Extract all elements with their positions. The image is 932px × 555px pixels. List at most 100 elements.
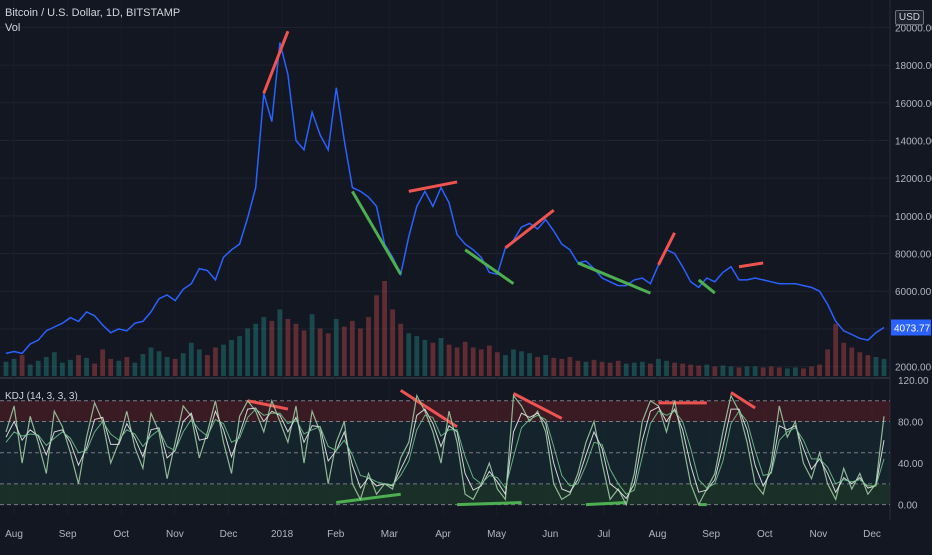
- x-tick-label: 2018: [271, 529, 294, 540]
- volume-bar: [752, 366, 758, 376]
- kdj-resistance-line: [730, 391, 756, 410]
- volume-bar: [511, 349, 516, 376]
- volume-bar: [221, 344, 226, 376]
- volume-bar: [559, 358, 565, 376]
- x-tick-label: Sep: [59, 529, 77, 540]
- volume-bar: [43, 357, 49, 376]
- x-tick-label: Nov: [809, 529, 827, 540]
- kdj-series: [5, 393, 885, 507]
- volume-bar: [776, 367, 782, 376]
- volume-bar: [857, 352, 863, 376]
- volume-bar: [374, 295, 379, 376]
- volume-bar: [124, 357, 130, 376]
- volume-bar: [591, 359, 597, 376]
- volume-bar: [575, 360, 581, 376]
- volume-bar: [744, 366, 750, 376]
- volume-bar: [140, 354, 146, 376]
- x-tick-label: Dec: [863, 529, 881, 540]
- volume-bar: [801, 368, 806, 376]
- price-resistance-line: [504, 209, 555, 250]
- kdj-overbought-band: [0, 400, 890, 422]
- volume-bar: [349, 320, 355, 376]
- price-y-tick-label: 14000.00: [895, 136, 932, 147]
- volume-bar: [696, 365, 702, 376]
- volume-bar: [768, 366, 774, 376]
- volume-bar: [11, 358, 17, 376]
- volume-bar: [333, 319, 339, 376]
- volume-bar: [358, 328, 363, 376]
- price-resistance-line: [738, 261, 764, 269]
- volume-bar: [84, 357, 89, 376]
- kdj-line-d: [5, 408, 885, 495]
- volume-bar: [551, 357, 557, 376]
- volume-bar: [382, 281, 387, 376]
- volume-bar: [261, 317, 267, 376]
- axes: 2000.004000.006000.008000.0010000.001200…: [5, 23, 932, 540]
- volume-bar: [317, 328, 323, 376]
- volume-bar: [406, 333, 412, 376]
- volume-bar: [301, 330, 307, 376]
- kdj-oversold-band: [0, 483, 890, 505]
- volume-bar: [27, 364, 33, 376]
- volume-bar: [213, 347, 218, 376]
- volume-bar: [366, 317, 371, 376]
- volume-bar: [825, 349, 831, 376]
- volume-bar: [390, 309, 396, 376]
- indicator-label: KDJ (14, 3, 3, 3): [5, 391, 78, 402]
- x-tick-label: Nov: [166, 529, 184, 540]
- price-y-tick-label: 8000.00: [895, 250, 932, 261]
- volume-bar: [849, 347, 855, 376]
- volume-bar: [567, 357, 573, 376]
- x-tick-label: Jun: [542, 529, 558, 540]
- volume-bar: [293, 323, 299, 376]
- volume-bar: [237, 336, 242, 376]
- volume-bar: [325, 333, 331, 376]
- volume-bar: [672, 362, 677, 376]
- volume-bar: [615, 360, 621, 376]
- volume-bar: [817, 364, 822, 376]
- volume-bar: [116, 360, 122, 376]
- volume-bar: [873, 357, 879, 376]
- x-tick-label: May: [487, 529, 506, 540]
- kdj-resistance-line: [512, 392, 563, 420]
- volume-bar: [253, 323, 259, 376]
- volume-bar: [712, 366, 718, 376]
- volume-bar: [59, 362, 65, 376]
- volume-bar: [51, 352, 57, 376]
- volume-bar: [583, 361, 589, 376]
- volume-bar: [277, 309, 283, 376]
- volume-bar: [462, 341, 468, 376]
- kdj-support-line: [336, 492, 401, 505]
- volume-bar: [535, 357, 541, 376]
- volume-bar: [3, 361, 9, 376]
- volume-bar: [19, 355, 25, 376]
- volume-bar: [639, 361, 645, 376]
- volume-bar: [245, 328, 251, 376]
- kdj-support-line: [457, 501, 522, 507]
- volume-bar: [164, 357, 170, 376]
- price-y-tick-label: 2000.00: [895, 363, 932, 374]
- last-price-label: 4073.77: [894, 324, 931, 335]
- currency-badge[interactable]: USD: [894, 10, 924, 25]
- kdj-resistance-line: [247, 399, 289, 411]
- symbol-title: Bitcoin / U.S. Dollar, 1D, BITSTAMP: [5, 7, 181, 19]
- volume-bar: [196, 349, 202, 376]
- x-tick-label: Jul: [597, 529, 610, 540]
- volume-bar: [519, 351, 524, 376]
- x-tick-label: Oct: [113, 529, 129, 540]
- volume-bar: [470, 347, 476, 376]
- price-resistance-line: [657, 232, 676, 266]
- price-resistance-line: [262, 30, 290, 94]
- price-support-line: [464, 248, 515, 285]
- x-tick-label: Oct: [757, 529, 773, 540]
- volume-bar: [148, 347, 154, 376]
- volume-bar: [35, 360, 41, 376]
- kdj-y-tick-label: 120.00: [898, 376, 929, 387]
- kdj-y-tick-label: 40.00: [898, 459, 923, 470]
- volume-bar: [656, 358, 661, 376]
- volume-bar: [865, 355, 871, 376]
- volume-bar: [486, 345, 492, 376]
- volume-bar: [760, 367, 766, 376]
